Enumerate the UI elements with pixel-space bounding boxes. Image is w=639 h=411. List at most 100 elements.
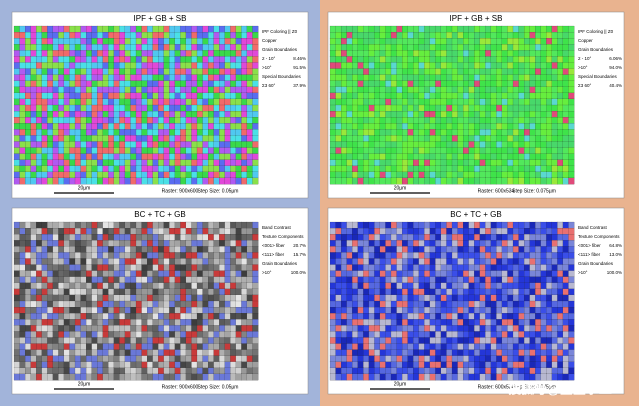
grain bbox=[413, 159, 420, 167]
grain bbox=[507, 44, 514, 51]
grain bbox=[357, 258, 364, 265]
grain bbox=[568, 228, 575, 235]
grain bbox=[468, 56, 475, 63]
grain bbox=[252, 141, 259, 148]
grain bbox=[540, 104, 547, 112]
grain bbox=[540, 159, 547, 167]
grain bbox=[208, 294, 215, 302]
grain bbox=[518, 177, 525, 185]
grain bbox=[19, 111, 26, 118]
grain bbox=[230, 171, 237, 179]
grain bbox=[135, 221, 142, 229]
grain bbox=[246, 147, 253, 154]
grain bbox=[435, 343, 442, 350]
grain bbox=[185, 337, 192, 344]
grain bbox=[147, 92, 154, 100]
grain bbox=[512, 343, 519, 350]
grain bbox=[208, 325, 215, 332]
grain bbox=[91, 50, 98, 57]
grain bbox=[152, 288, 159, 296]
grain bbox=[418, 38, 425, 45]
grain bbox=[540, 276, 547, 284]
grain bbox=[47, 86, 54, 94]
grain bbox=[485, 141, 492, 148]
grain bbox=[108, 171, 115, 179]
grain bbox=[124, 141, 131, 148]
grain bbox=[474, 337, 481, 344]
grain bbox=[91, 44, 98, 51]
grain bbox=[529, 44, 536, 51]
grain bbox=[429, 165, 436, 173]
grain bbox=[379, 313, 386, 320]
grain bbox=[507, 355, 514, 363]
grain bbox=[30, 50, 37, 57]
grain bbox=[219, 228, 226, 235]
grain bbox=[529, 294, 536, 302]
grain bbox=[457, 50, 464, 57]
grain bbox=[352, 153, 359, 161]
grain bbox=[130, 74, 137, 82]
grain bbox=[501, 270, 508, 278]
grain bbox=[551, 74, 558, 82]
grain bbox=[135, 288, 142, 296]
grain bbox=[329, 135, 336, 142]
grain bbox=[468, 240, 475, 247]
grain bbox=[41, 50, 48, 57]
grain bbox=[185, 313, 192, 320]
grain bbox=[346, 153, 353, 161]
grain bbox=[246, 129, 253, 136]
grain bbox=[80, 92, 87, 100]
grain bbox=[25, 325, 32, 332]
grain bbox=[363, 337, 370, 344]
grain bbox=[108, 367, 115, 375]
grain bbox=[141, 177, 148, 185]
grain bbox=[69, 32, 76, 39]
grain bbox=[413, 25, 420, 33]
grain bbox=[518, 307, 525, 314]
grain bbox=[363, 62, 370, 69]
grain bbox=[457, 111, 464, 118]
grain bbox=[241, 62, 248, 69]
grain bbox=[252, 240, 259, 247]
grain bbox=[413, 228, 420, 235]
grain bbox=[30, 337, 37, 344]
grain bbox=[230, 135, 237, 142]
grain bbox=[80, 153, 87, 161]
grain bbox=[80, 80, 87, 88]
grain bbox=[429, 50, 436, 57]
grain bbox=[130, 240, 137, 247]
grain bbox=[252, 50, 259, 57]
grain bbox=[147, 252, 154, 259]
grain bbox=[463, 307, 470, 314]
grain bbox=[36, 25, 43, 33]
grain bbox=[551, 111, 558, 118]
grain bbox=[58, 165, 65, 173]
grain bbox=[58, 104, 65, 112]
grain bbox=[163, 294, 170, 302]
grain bbox=[535, 177, 542, 185]
grain bbox=[241, 165, 248, 173]
grain bbox=[97, 141, 104, 148]
grain bbox=[58, 56, 65, 63]
grain bbox=[402, 349, 409, 357]
grain bbox=[152, 74, 159, 82]
grain bbox=[52, 240, 59, 247]
grain bbox=[396, 68, 403, 75]
grain bbox=[429, 98, 436, 106]
grain bbox=[396, 159, 403, 167]
grain bbox=[202, 50, 209, 57]
grain bbox=[141, 367, 148, 375]
grain bbox=[91, 313, 98, 320]
grain bbox=[19, 373, 26, 381]
grain bbox=[385, 56, 392, 63]
grain bbox=[501, 319, 508, 326]
grain bbox=[163, 361, 170, 369]
grain bbox=[562, 165, 569, 173]
grain bbox=[119, 361, 126, 369]
grain bbox=[352, 228, 359, 235]
grain bbox=[36, 123, 43, 130]
grain bbox=[130, 343, 137, 350]
grain bbox=[191, 111, 198, 118]
grain bbox=[80, 270, 87, 278]
grain bbox=[490, 252, 497, 259]
